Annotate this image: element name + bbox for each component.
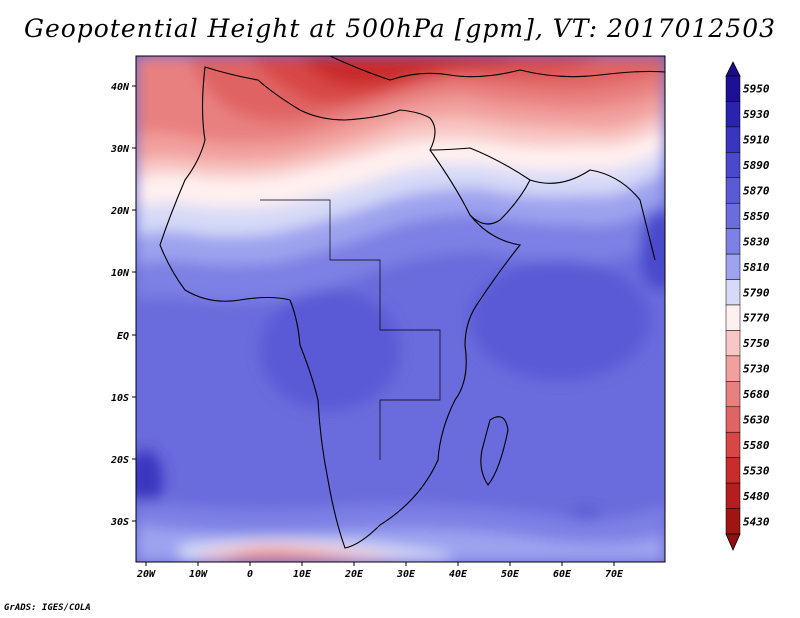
lat-tick-label: 40N: [111, 82, 130, 93]
colorbar-bottom-arrow: [725, 533, 741, 551]
colorbar-level-label: 5530: [743, 464, 770, 477]
colorbar-swatch: [725, 355, 741, 382]
colorbar-swatch: [725, 126, 741, 153]
lon-tick-label: 40E: [449, 569, 468, 580]
lon-tick-label: 20E: [344, 569, 364, 580]
colorbar-swatch: [725, 152, 741, 179]
lat-tick-label: 20S: [110, 455, 129, 466]
colorbar-swatch: [725, 75, 741, 102]
colorbar-level-label: 5680: [743, 388, 770, 401]
latitude-ticks: 40N 30N 20N 10N EQ 10S 20S 30S: [110, 82, 136, 528]
lat-tick-label: 10S: [111, 393, 129, 404]
colorbar-swatch: [725, 279, 741, 306]
colorbar-level-label: 5790: [743, 286, 770, 299]
colorbar: 5950 5930 5910 5890 5870 5850 5830 5810 5790 5770…: [725, 61, 770, 551]
colorbar-swatch: [725, 253, 741, 280]
lon-tick-label: 70E: [605, 569, 624, 580]
map-title: Geopotential Height at 500hPa [gpm], VT:…: [23, 14, 777, 43]
colorbar-level-label: 5930: [743, 108, 770, 121]
colorbar-level-label: 5430: [743, 515, 770, 528]
colorbar-swatch: [725, 202, 741, 229]
colorbar-swatch: [725, 457, 741, 484]
height-field: [136, 56, 665, 562]
colorbar-level-label: 5850: [743, 210, 770, 223]
colorbar-level-label: 5810: [743, 261, 770, 274]
lon-tick-label: 50E: [501, 569, 520, 580]
colorbar-swatch: [725, 381, 741, 408]
colorbar-level-label: 5750: [743, 337, 770, 350]
colorbar-level-label: 5580: [743, 439, 770, 452]
colorbar-swatch: [725, 431, 741, 458]
colorbar-swatch: [725, 228, 741, 255]
lat-tick-label: 30S: [110, 517, 129, 528]
plot-frame: [135, 55, 666, 563]
colorbar-level-label: 5950: [743, 83, 770, 96]
longitude-ticks: 20W 10W 0 10E 20E 30E 40E 50E 60E 70E: [136, 562, 624, 580]
colorbar-swatch: [725, 304, 741, 331]
lon-tick-label: 30E: [396, 569, 416, 580]
colorbar-swatch: [725, 482, 741, 509]
lon-tick-label: 60E: [553, 569, 572, 580]
madagascar-outline: [480, 416, 509, 486]
colorbar-level-label: 5630: [743, 414, 770, 427]
colorbar-level-label: 5770: [743, 312, 770, 325]
colorbar-swatch: [725, 406, 741, 433]
colorbar-level-label: 5830: [743, 235, 770, 248]
europe-coast-outline: [329, 56, 665, 81]
lon-tick-label: 0: [247, 569, 253, 580]
coastlines: [159, 56, 665, 549]
lat-tick-label: 10N: [111, 268, 130, 279]
colorbar-swatch: [725, 330, 741, 357]
colorbar-level-label: 5730: [743, 363, 770, 376]
lat-tick-label: 20N: [110, 206, 130, 217]
colorbar-level-label: 5480: [743, 490, 770, 503]
colorbar-level-label: 5870: [743, 185, 770, 198]
africa-outline: [159, 66, 522, 549]
lon-tick-label: 10E: [293, 569, 312, 580]
lat-tick-label: EQ: [117, 331, 129, 342]
colorbar-swatch: [725, 177, 741, 204]
colorbar-level-label: 5910: [743, 134, 770, 147]
colorbar-level-label: 5890: [743, 159, 770, 172]
lat-tick-label: 30N: [110, 144, 130, 155]
borders-outline: [260, 199, 441, 460]
colorbar-swatch: [725, 101, 741, 128]
asia-coast-outline: [529, 169, 656, 261]
lon-tick-label: 10W: [189, 569, 208, 580]
colorbar-top-arrow: [725, 61, 741, 77]
credit-label: GrADS: IGES/COLA: [4, 603, 91, 613]
lon-tick-label: 20W: [136, 569, 156, 580]
colorbar-swatch: [725, 508, 741, 535]
arabia-outline: [429, 147, 531, 225]
